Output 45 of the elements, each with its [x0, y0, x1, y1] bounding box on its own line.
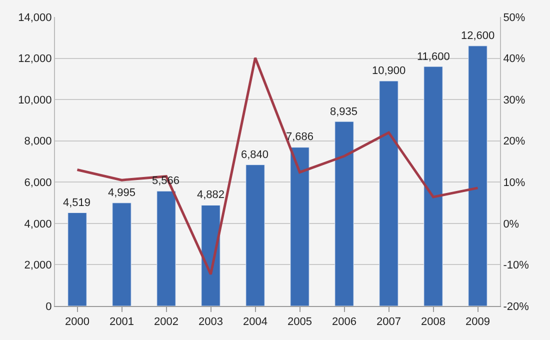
y-tick-label: 12,000: [18, 53, 52, 66]
x-tick-label: 2004: [243, 316, 268, 328]
data-label: 10,900: [372, 65, 406, 77]
y2-tick-label: 40%: [503, 53, 526, 66]
y-tick-label: 4,000: [24, 218, 52, 230]
data-label: 4,519: [63, 197, 91, 209]
data-label: 8,935: [330, 106, 358, 118]
y-tick-label: 6,000: [24, 176, 52, 189]
data-label: 4,995: [108, 187, 136, 199]
x-tick-label: 2000: [65, 316, 90, 328]
x-tick-label: 2007: [376, 316, 401, 328]
y-tick-label: 14,000: [18, 12, 52, 24]
data-label: 6,840: [241, 149, 269, 161]
x-tick-label: 2001: [110, 316, 134, 328]
bar: [379, 80, 398, 306]
y-tick-label: 10,000: [18, 94, 52, 106]
y2-tick-label: 30%: [503, 94, 526, 106]
bar: [156, 190, 176, 306]
x-tick-label: 2008: [421, 316, 446, 328]
y2-tick-label: 20%: [503, 136, 526, 148]
bar: [334, 121, 354, 306]
bar: [468, 46, 488, 306]
data-label: 7,686: [286, 131, 314, 143]
bar: [201, 204, 220, 306]
x-tick-label: 2005: [288, 316, 312, 328]
x-tick-label: 2002: [154, 316, 178, 328]
x-tick-label: 2006: [332, 316, 356, 328]
y-tick-label: 8,000: [24, 136, 52, 148]
y2-tick-label: 0%: [503, 218, 520, 230]
x-tick-label: 2009: [466, 316, 490, 328]
y-tick-label: 2,000: [24, 260, 52, 272]
y2-tick-label: 10%: [503, 176, 526, 189]
y2-tick-label: -20%: [503, 300, 530, 313]
y2-tick-label: -10%: [503, 260, 530, 272]
bar: [246, 164, 265, 306]
data-label: 11,600: [417, 51, 450, 63]
y-tick-label: 0: [46, 300, 52, 313]
bar: [112, 202, 132, 306]
x-tick-label: 2003: [198, 316, 223, 328]
y2-tick-label: 50%: [503, 12, 526, 24]
bar: [68, 212, 87, 306]
data-label: 4,882: [197, 189, 225, 201]
bar: [290, 147, 310, 306]
data-label: 12,600: [461, 30, 495, 42]
bar: [424, 66, 443, 306]
